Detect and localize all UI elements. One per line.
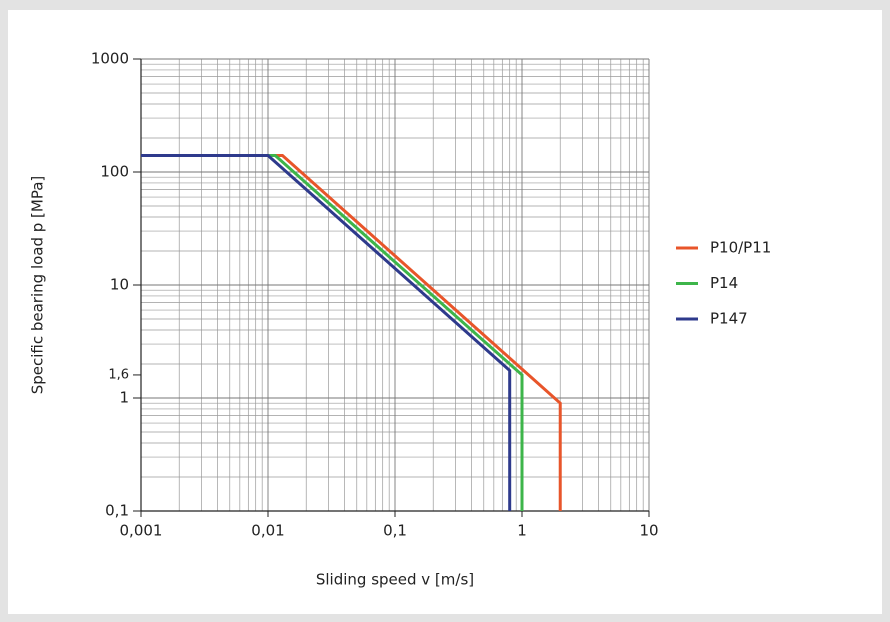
y-tick-label: 1000 xyxy=(91,50,129,68)
x-tick-label: 0,01 xyxy=(251,522,284,540)
legend-label: P14 xyxy=(710,274,738,292)
y-axis-label: Specific bearing load p [MPa] xyxy=(29,176,47,395)
series-line xyxy=(141,153,512,511)
x-tick-label: 0,1 xyxy=(383,522,407,540)
x-tick-label: 10 xyxy=(639,522,658,540)
y-tick-label: 100 xyxy=(100,163,129,181)
series-line xyxy=(141,153,524,511)
y-tick-label: 1,6 xyxy=(108,367,129,382)
chart: Sliding speed v [m/s] Specific bearing l… xyxy=(29,50,772,589)
y-tick-label: 1 xyxy=(119,389,129,407)
series-line xyxy=(141,153,562,511)
x-axis-label: Sliding speed v [m/s] xyxy=(316,571,474,589)
x-tick-label: 0,001 xyxy=(120,522,163,540)
legend-label: P147 xyxy=(710,310,748,328)
x-tick-label: 1 xyxy=(517,522,527,540)
y-tick-label: 0,1 xyxy=(105,502,129,520)
y-tick-label: 10 xyxy=(110,276,129,294)
panel: Sliding speed v [m/s] Specific bearing l… xyxy=(8,10,882,614)
legend-label: P10/P11 xyxy=(710,239,771,257)
